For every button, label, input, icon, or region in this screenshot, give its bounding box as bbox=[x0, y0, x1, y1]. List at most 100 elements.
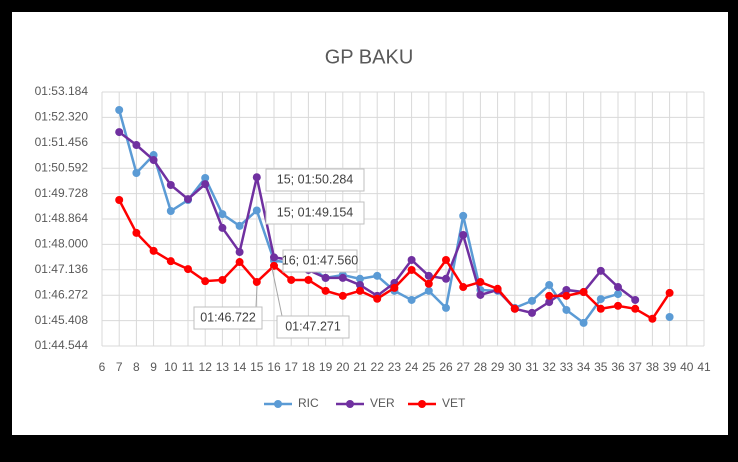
x-tick-label: 11 bbox=[182, 360, 195, 374]
data-point bbox=[201, 173, 210, 182]
data-point bbox=[579, 318, 588, 327]
data-point bbox=[459, 211, 468, 220]
data-point bbox=[184, 265, 192, 274]
annotation-box bbox=[265, 168, 365, 192]
x-tick-label: 9 bbox=[150, 360, 157, 374]
data-point bbox=[166, 181, 175, 190]
x-tick-label: 19 bbox=[319, 360, 333, 374]
data-point bbox=[407, 295, 416, 304]
data-point bbox=[201, 277, 210, 286]
legend-marker bbox=[418, 400, 426, 408]
x-tick-label: 36 bbox=[611, 360, 625, 374]
data-point bbox=[356, 280, 364, 289]
x-tick-label: 32 bbox=[543, 360, 557, 374]
y-tick-label: 01:44.544 bbox=[35, 338, 89, 352]
annotation-box bbox=[265, 201, 365, 225]
data-point bbox=[562, 305, 571, 314]
x-tick-label: 29 bbox=[491, 360, 505, 374]
x-tick-label: 18 bbox=[302, 360, 316, 374]
y-tick-label: 01:48.000 bbox=[35, 237, 89, 251]
data-point bbox=[459, 230, 468, 239]
x-tick-label: 27 bbox=[457, 360, 471, 374]
data-point bbox=[407, 265, 416, 274]
data-point bbox=[252, 277, 261, 286]
data-point bbox=[304, 275, 313, 284]
x-tick-label: 23 bbox=[388, 360, 402, 374]
data-point bbox=[321, 273, 330, 282]
chart-title: GP BAKU bbox=[325, 46, 414, 68]
data-point bbox=[407, 255, 416, 264]
data-point bbox=[218, 223, 227, 232]
data-point bbox=[631, 304, 640, 313]
x-tick-label: 41 bbox=[697, 360, 711, 374]
annotation: 01:47.271 bbox=[285, 319, 341, 333]
data-point bbox=[235, 258, 244, 267]
data-point bbox=[132, 168, 141, 177]
data-point bbox=[424, 279, 433, 288]
x-tick-label: 30 bbox=[508, 360, 522, 374]
data-point bbox=[235, 221, 244, 230]
data-point bbox=[115, 128, 124, 137]
data-point bbox=[287, 275, 296, 284]
y-tick-label: 01:50.592 bbox=[35, 160, 89, 174]
data-point bbox=[218, 275, 227, 284]
annotation: 15; 01:50.284 bbox=[277, 172, 354, 186]
data-point bbox=[356, 274, 364, 283]
x-tick-label: 31 bbox=[525, 360, 539, 374]
y-tick-label: 01:51.456 bbox=[35, 135, 89, 149]
data-point bbox=[270, 261, 278, 270]
data-point bbox=[442, 274, 450, 283]
data-point bbox=[528, 308, 536, 317]
x-tick-label: 6 bbox=[99, 360, 106, 374]
data-point bbox=[442, 255, 450, 264]
y-tick-label: 01:53.184 bbox=[35, 84, 89, 98]
data-point bbox=[459, 283, 468, 292]
data-point bbox=[218, 210, 227, 219]
data-point bbox=[476, 278, 485, 287]
x-tick-label: 25 bbox=[422, 360, 436, 374]
y-tick-label: 01:46.272 bbox=[35, 287, 89, 301]
data-point bbox=[562, 291, 571, 300]
data-point bbox=[442, 303, 450, 312]
data-point bbox=[614, 290, 622, 299]
data-point bbox=[132, 141, 141, 150]
x-tick-label: 17 bbox=[285, 360, 299, 374]
data-point bbox=[252, 206, 261, 215]
data-point bbox=[321, 286, 330, 295]
data-point bbox=[665, 288, 674, 297]
data-point bbox=[424, 271, 433, 280]
data-point bbox=[235, 248, 244, 257]
data-point bbox=[252, 173, 261, 182]
data-point bbox=[373, 294, 382, 303]
data-point bbox=[648, 314, 657, 323]
x-tick-label: 40 bbox=[680, 360, 694, 374]
x-tick-label: 39 bbox=[663, 360, 677, 374]
x-tick-label: 24 bbox=[405, 360, 419, 374]
data-point bbox=[270, 253, 278, 262]
data-point bbox=[493, 284, 502, 293]
y-tick-label: 01:52.320 bbox=[35, 110, 89, 124]
x-tick-label: 21 bbox=[353, 360, 367, 374]
data-point bbox=[166, 207, 175, 216]
x-tick-label: 8 bbox=[133, 360, 140, 374]
y-tick-label: 01:45.408 bbox=[35, 313, 89, 327]
data-point bbox=[201, 180, 210, 189]
x-tick-label: 26 bbox=[439, 360, 453, 374]
data-point bbox=[545, 291, 554, 300]
x-tick-label: 13 bbox=[216, 360, 230, 374]
annotation: 15; 01:49.154 bbox=[277, 205, 354, 219]
annotation-box bbox=[282, 249, 358, 273]
data-point bbox=[476, 290, 485, 299]
annotation: 16; 01:47.560 bbox=[282, 253, 359, 267]
x-tick-label: 35 bbox=[594, 360, 608, 374]
data-point bbox=[149, 156, 158, 165]
data-point bbox=[424, 286, 433, 295]
data-point bbox=[510, 304, 519, 313]
x-tick-label: 38 bbox=[646, 360, 660, 374]
x-tick-label: 28 bbox=[474, 360, 488, 374]
legend-label: VET bbox=[442, 396, 466, 410]
annotation-leader bbox=[255, 285, 258, 308]
data-point bbox=[545, 280, 554, 289]
